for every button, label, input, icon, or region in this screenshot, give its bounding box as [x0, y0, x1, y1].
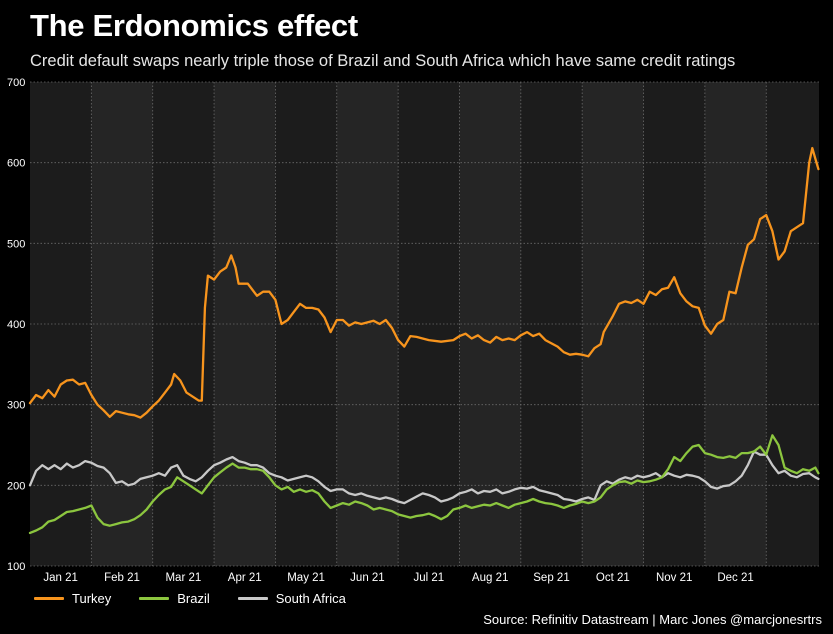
chart-source: Source: Refinitiv Datastream | Marc Jone… [483, 612, 822, 627]
y-tick-label: 300 [7, 400, 25, 412]
series-line-south-africa [28, 450, 820, 505]
plot-area [30, 82, 819, 566]
legend-label-brazil: Brazil [177, 591, 210, 606]
y-tick-label: 200 [7, 480, 25, 492]
x-tick-label: Nov 21 [656, 572, 692, 584]
x-tick-label: Feb 21 [104, 572, 140, 584]
chart-subtitle: Credit default swaps nearly triple those… [30, 52, 736, 70]
legend-swatch-south-africa [237, 597, 268, 600]
legend-item-south-africa: South Africa [237, 591, 346, 606]
y-tick-label: 400 [7, 319, 25, 331]
y-tick-label: 600 [7, 158, 25, 170]
legend-label-south-africa: South Africa [275, 591, 346, 606]
x-tick-label: Aug 21 [472, 572, 508, 584]
y-tick-label: 700 [7, 77, 25, 89]
legend-item-turkey: Turkey [34, 591, 111, 606]
x-tick-label: Jul 21 [413, 572, 444, 584]
y-tick-label: 100 [7, 561, 25, 573]
legend-swatch-brazil [139, 597, 170, 600]
series-line-brazil [28, 434, 820, 535]
x-tick-label: Dec 21 [717, 572, 753, 584]
series-line-turkey [28, 146, 820, 419]
x-tick-label: Jun 21 [350, 572, 385, 584]
x-tick-label: May 21 [287, 572, 325, 584]
x-tick-label: Jan 21 [43, 572, 78, 584]
x-tick-label: Mar 21 [165, 572, 201, 584]
x-tick-label: Oct 21 [596, 572, 630, 584]
x-tick-label: Sep 21 [533, 572, 569, 584]
month-band [704, 82, 767, 566]
chart-title: The Erdonomics effect [30, 8, 358, 43]
legend-item-brazil: Brazil [139, 591, 210, 606]
legend-swatch-turkey [34, 597, 64, 600]
legend-label-turkey: Turkey [72, 591, 112, 606]
chart-legend: Turkey Brazil South Africa [34, 591, 374, 606]
x-tick-label: Apr 21 [228, 572, 262, 584]
y-tick-label: 500 [7, 238, 25, 250]
